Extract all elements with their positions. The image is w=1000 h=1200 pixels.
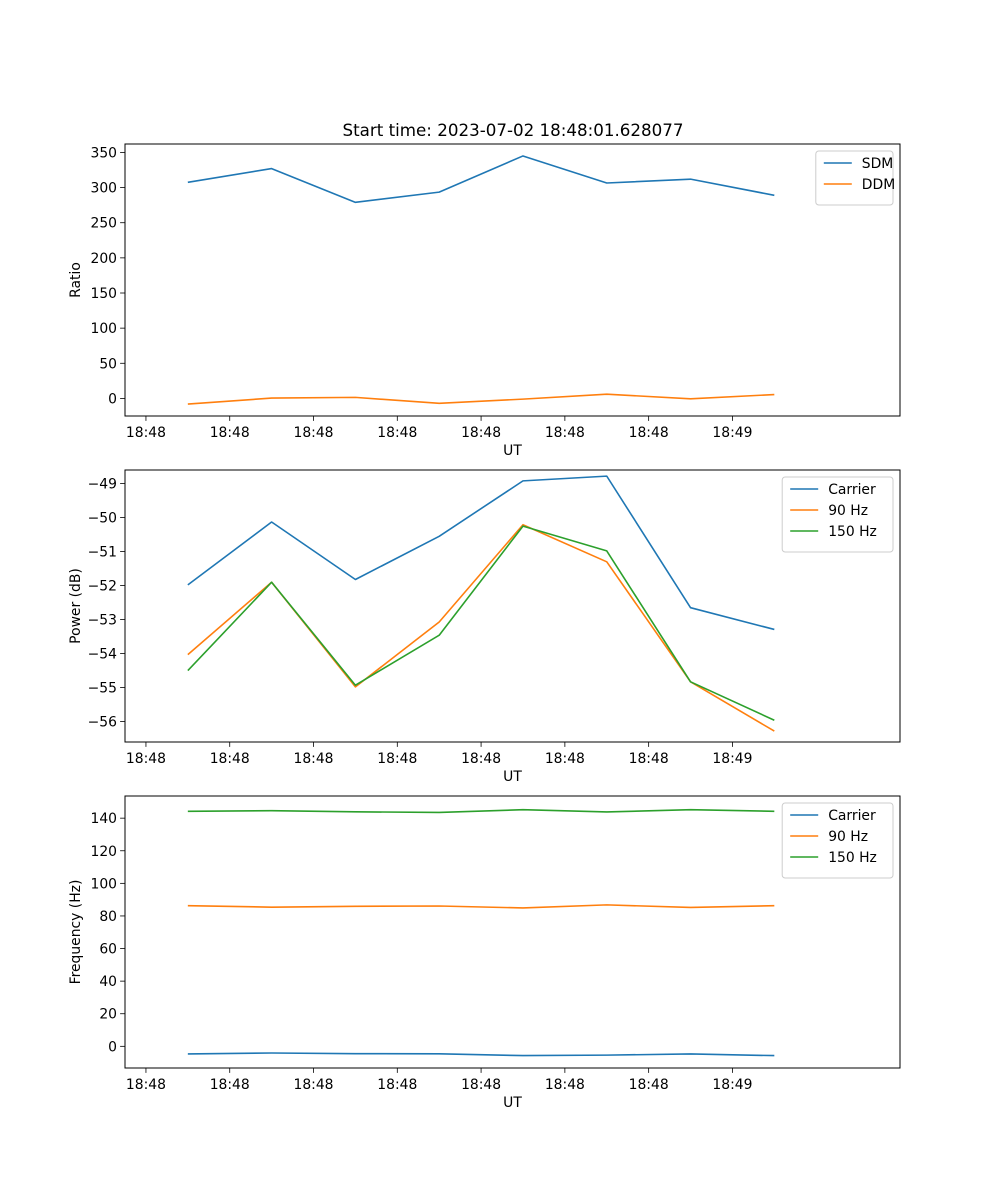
x-axis-label: UT	[503, 1095, 522, 1111]
series-line-ddm	[187, 393, 775, 405]
x-axis-label: UT	[503, 443, 522, 459]
legend-label: 90 Hz	[828, 829, 868, 845]
series-line-carrier	[187, 1052, 775, 1057]
x-tick-label: 18:48	[210, 425, 250, 441]
x-tick-label: 18:48	[210, 1077, 250, 1093]
chart-panel-3: 18:48 18:48 18:48 18:48 18:48 18:48 18:48 18:49…	[68, 795, 901, 1111]
legend-label: DDM	[862, 177, 895, 193]
series-line-150-hz	[187, 525, 775, 721]
legend-label: Carrier	[828, 482, 876, 498]
y-tick-label: 120	[90, 844, 117, 860]
x-tick-label: 18:48	[545, 425, 585, 441]
axes-frame	[124, 143, 901, 417]
x-tick-label: 18:48	[461, 425, 501, 441]
x-tick-label: 18:48	[461, 1077, 501, 1093]
legend-label: Carrier	[828, 808, 876, 824]
legend-box	[781, 476, 894, 553]
y-tick-label: −55	[88, 681, 117, 697]
x-tick-label: 18:48	[629, 425, 669, 441]
y-tick-label: 50	[99, 356, 117, 372]
series-line-90-hz	[187, 904, 775, 909]
axes-frame	[124, 795, 901, 1069]
chart-panel-2: 18:48 18:48 18:48 18:48 18:48 18:48 18:48 18:49…	[68, 469, 901, 785]
y-tick-label: 140	[90, 811, 117, 827]
y-tick-label: 0	[108, 391, 117, 407]
y-axis-label: Ratio	[68, 262, 84, 298]
series-line-sdm	[187, 155, 775, 204]
x-tick-label: 18:49	[712, 425, 752, 441]
x-tick-label: 18:48	[461, 751, 501, 767]
y-tick-label: 40	[99, 974, 117, 990]
legend-box	[781, 802, 894, 879]
x-tick-label: 18:48	[545, 751, 585, 767]
x-tick-label: 18:48	[377, 1077, 417, 1093]
x-tick-label: 18:48	[629, 751, 669, 767]
y-tick-label: 20	[99, 1007, 117, 1023]
y-tick-label: 80	[99, 909, 117, 925]
x-tick-label: 18:48	[293, 751, 333, 767]
x-tick-label: 18:48	[126, 751, 166, 767]
y-tick-label: 100	[90, 321, 117, 337]
y-axis-label: Power (dB)	[68, 568, 84, 644]
x-tick-label: 18:48	[293, 425, 333, 441]
legend-label: 150 Hz	[828, 850, 877, 866]
figure-title: Start time: 2023-07-02 18:48:01.628077	[343, 120, 684, 140]
x-tick-label: 18:48	[545, 1077, 585, 1093]
y-tick-label: −52	[88, 579, 117, 595]
x-tick-label: 18:49	[712, 1077, 752, 1093]
y-tick-label: −56	[88, 715, 117, 731]
y-tick-label: 250	[90, 216, 117, 232]
y-tick-label: −53	[88, 613, 117, 629]
legend-box	[815, 150, 894, 206]
y-tick-label: −54	[88, 647, 117, 663]
x-tick-label: 18:48	[629, 1077, 669, 1093]
y-axis-label: Frequency (Hz)	[68, 880, 84, 985]
series-line-150-hz	[187, 808, 775, 814]
x-tick-label: 18:48	[210, 751, 250, 767]
y-tick-label: −49	[88, 477, 117, 493]
legend-label: SDM	[862, 156, 894, 172]
series-line-90-hz	[187, 523, 775, 732]
x-tick-label: 18:48	[377, 751, 417, 767]
x-tick-label: 18:48	[293, 1077, 333, 1093]
x-axis-label: UT	[503, 769, 522, 785]
x-tick-label: 18:49	[712, 751, 752, 767]
x-tick-label: 18:48	[377, 425, 417, 441]
y-tick-label: 200	[90, 251, 117, 267]
axes-frame	[124, 469, 901, 743]
series-line-carrier	[187, 475, 775, 631]
chart-panel-1: 18:48 18:48 18:48 18:48 18:48 18:48 18:48 18:49…	[68, 143, 901, 459]
legend-label: 150 Hz	[828, 524, 877, 540]
x-tick-label: 18:48	[126, 425, 166, 441]
y-tick-label: 100	[90, 876, 117, 892]
y-tick-label: 150	[90, 286, 117, 302]
y-tick-label: 60	[99, 942, 117, 958]
y-tick-label: 0	[108, 1039, 117, 1055]
legend-label: 90 Hz	[828, 503, 868, 519]
x-tick-label: 18:48	[126, 1077, 166, 1093]
y-tick-label: −50	[88, 511, 117, 527]
y-tick-label: 350	[90, 145, 117, 161]
y-tick-label: 300	[90, 181, 117, 197]
y-tick-label: −51	[88, 545, 117, 561]
